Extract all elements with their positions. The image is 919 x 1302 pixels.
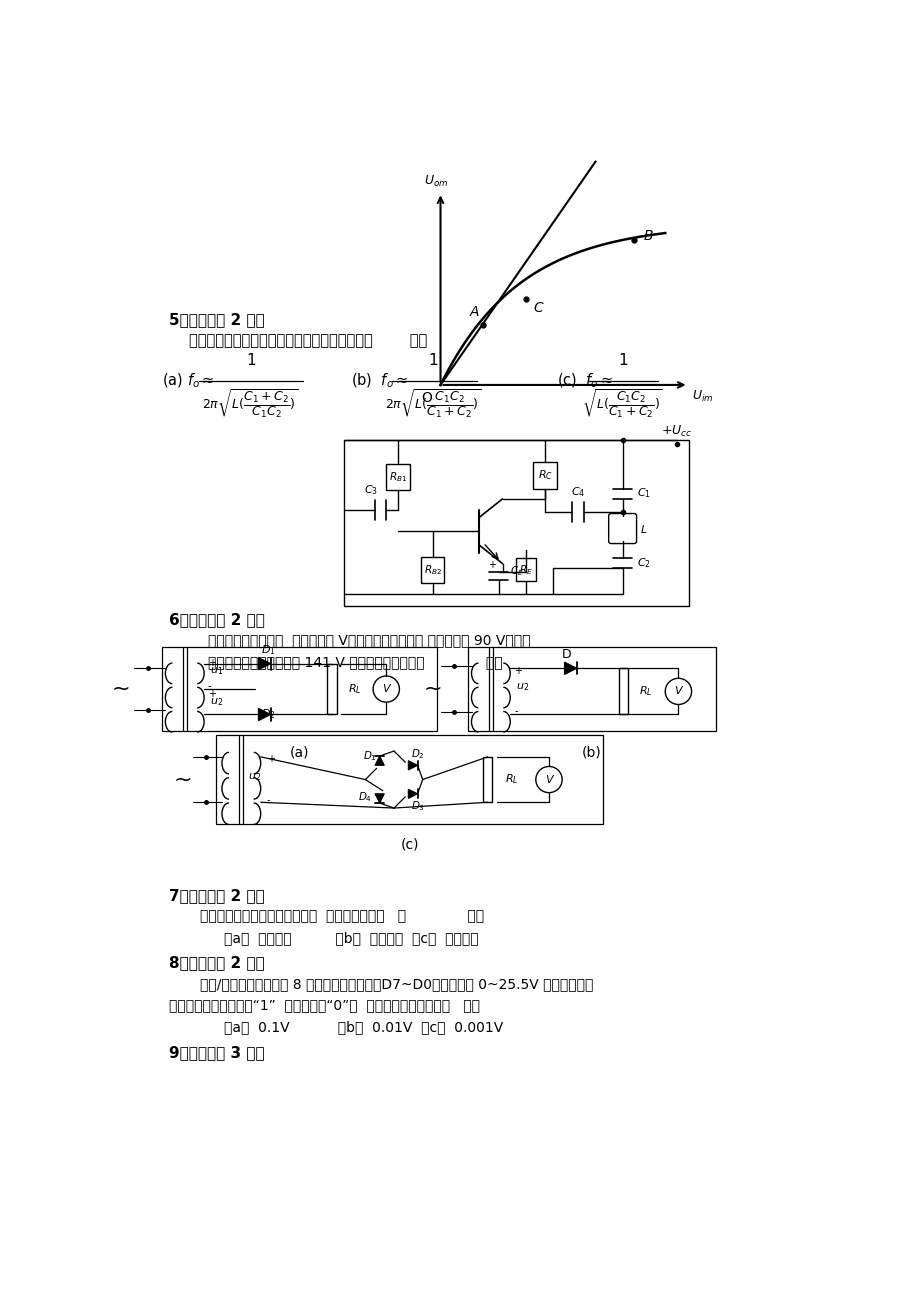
Bar [386,465,409,491]
Text: $2\pi\sqrt{L(\dfrac{C_1 C_2}{C_1+C_2})}$: $2\pi\sqrt{L(\dfrac{C_1 C_2}{C_1+C_2})}$ [384,388,481,421]
Text: B: B [643,229,652,243]
Text: D: D [562,647,572,660]
Polygon shape [375,756,384,766]
Text: （a）  0.1V           （b）  0.01V  （c）  0.001V: （a） 0.1V （b） 0.01V （c） 0.001V [223,1021,502,1034]
Text: (b): (b) [581,745,601,759]
Polygon shape [375,794,384,803]
Text: (c): (c) [400,837,418,852]
Text: ~: ~ [423,680,442,699]
Polygon shape [564,663,576,674]
Bar [327,664,336,715]
Text: 6、（本小题 2 分）: 6、（本小题 2 分） [169,612,265,628]
FancyBboxPatch shape [608,513,636,543]
Text: $C_2$: $C_2$ [636,556,650,570]
Text: $C_4$: $C_4$ [570,486,584,499]
Text: $R_{B1}$: $R_{B1}$ [389,470,406,484]
Text: V: V [545,775,552,785]
Text: $C_1$: $C_1$ [636,487,650,500]
Text: 8、（本小题 2 分）: 8、（本小题 2 分） [169,956,265,970]
Text: (b)  $f_o \approx$: (b) $f_o \approx$ [351,372,408,391]
Text: $R_{B2}$: $R_{B2}$ [424,562,441,577]
Text: 7、（本小题 2 分）: 7、（本小题 2 分） [169,888,265,902]
Text: 9、（本小题 3 分）: 9、（本小题 3 分） [169,1044,265,1060]
Text: $C_3$: $C_3$ [363,483,378,497]
Text: +: + [267,754,275,764]
Text: 5、（本小题 2 分）: 5、（本小题 2 分） [169,311,265,327]
Text: $D_2$: $D_2$ [411,747,425,762]
Text: $D_4$: $D_4$ [357,790,371,803]
Text: 若晶闸管的控制电流由小变大，  则正向转折电压   （              ）。: 若晶闸管的控制电流由小变大， 则正向转折电压 （ ）。 [200,909,483,923]
Text: (a) $f_o \approx$: (a) $f_o \approx$ [162,372,214,391]
Text: 整流电路如图所示，  直流电压表 V（内阻设为无穷大） 的读数均为 90 V，二极: 整流电路如图所示， 直流电压表 V（内阻设为无穷大） 的读数均为 90 V，二极 [208,634,530,647]
Text: $L$: $L$ [639,522,646,535]
Text: $R_L$: $R_L$ [505,772,517,786]
Text: -: - [267,796,270,805]
Text: 电容三点式振荚电路如图所示，其振荚频率为（        ）。: 电容三点式振荚电路如图所示，其振荚频率为（ ）。 [188,333,426,349]
Bar [216,736,603,824]
Polygon shape [408,789,417,798]
Bar [516,559,535,581]
Text: (a): (a) [289,745,309,759]
Bar [618,668,628,715]
FancyBboxPatch shape [344,440,687,605]
Text: ~: ~ [112,680,130,699]
Bar [162,647,437,732]
Text: （a）  由大变小          （b）  由小变大  （c）  保持不变: （a） 由大变小 （b） 由小变大 （c） 保持不变 [223,931,478,945]
Text: +: + [208,658,216,668]
Text: C: C [533,301,542,315]
Text: $D_3$: $D_3$ [411,799,425,812]
Polygon shape [408,760,417,769]
Text: $1$: $1$ [427,353,437,368]
Text: $1$: $1$ [245,353,255,368]
Text: -: - [514,707,517,716]
Bar [533,462,556,488]
Bar [421,557,444,583]
Text: A: A [470,305,479,319]
Text: $+$: $+$ [487,560,496,570]
Text: $+U_{cc}$: $+U_{cc}$ [661,423,692,439]
Text: $U_{im}$: $U_{im}$ [692,389,713,404]
Text: $u_1$: $u_1$ [210,665,222,677]
Text: -: - [208,710,211,720]
Text: $U_{om}$: $U_{om}$ [424,173,448,189]
Text: 管承受的最高反向电压为 141 V 的电路是下列图中（              ）。: 管承受的最高反向电压为 141 V 的电路是下列图中（ ）。 [208,655,502,669]
Text: $D_2$: $D_2$ [261,707,276,721]
Text: $D_1$: $D_1$ [261,643,276,656]
Text: $R_L$: $R_L$ [347,682,360,697]
Text: $D_1$: $D_1$ [362,749,376,763]
Text: 若数字信号的最低位是“1”  其余各位是“0”，  则输出的模拟电压为（   ）。: 若数字信号的最低位是“1” 其余各位是“0”， 则输出的模拟电压为（ ）。 [169,999,480,1013]
Text: 某数/模转换器的输入为 8 位二进制数字信号（D7~D0），输出为 0~25.5V 的模拟电压。: 某数/模转换器的输入为 8 位二进制数字信号（D7~D0），输出为 0~25.5… [200,976,593,991]
Text: +: + [208,689,216,699]
Bar [467,647,715,732]
Text: $C_E$: $C_E$ [510,564,524,578]
Text: $R_C$: $R_C$ [537,469,552,482]
Text: (c)  $f_o \approx$: (c) $f_o \approx$ [556,372,612,391]
Text: V: V [674,686,682,697]
Text: $R_E$: $R_E$ [518,562,532,577]
Polygon shape [258,708,270,720]
Text: $2\pi\sqrt{L(\dfrac{C_1+C_2}{C_1 C_2})}$: $2\pi\sqrt{L(\dfrac{C_1+C_2}{C_1 C_2})}$ [202,388,299,421]
Text: $1$: $1$ [617,353,627,368]
Text: -: - [208,681,211,691]
Polygon shape [258,658,270,669]
Text: O: O [421,391,432,405]
Text: $u_2$: $u_2$ [210,697,222,708]
Text: $\sqrt{L(\dfrac{C_1 C_2}{C_1+C_2})}$: $\sqrt{L(\dfrac{C_1 C_2}{C_1+C_2})}$ [582,388,663,421]
Text: $R_L$: $R_L$ [638,685,652,698]
Bar [482,756,492,802]
Text: $u_2$: $u_2$ [516,681,528,693]
Text: V: V [382,684,390,694]
Text: +: + [514,665,522,676]
Text: ~: ~ [174,769,192,789]
Text: $u_2$: $u_2$ [248,771,261,783]
